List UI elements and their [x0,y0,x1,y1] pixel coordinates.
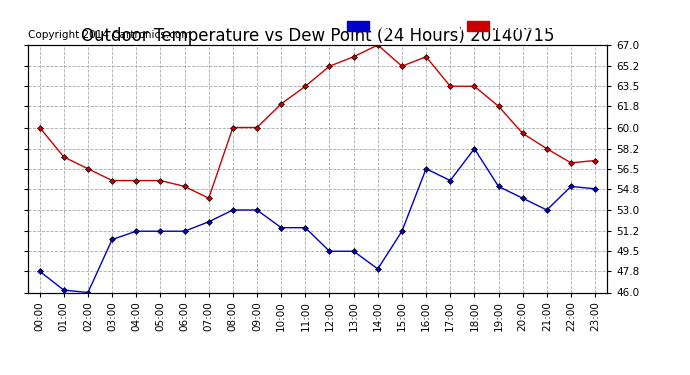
Text: Copyright 2014 Cartronics.com: Copyright 2014 Cartronics.com [28,30,191,40]
Title: Outdoor Temperature vs Dew Point (24 Hours) 20140715: Outdoor Temperature vs Dew Point (24 Hou… [81,27,554,45]
Legend: Dew Point (°F), Temperature (°F): Dew Point (°F), Temperature (°F) [345,18,602,34]
